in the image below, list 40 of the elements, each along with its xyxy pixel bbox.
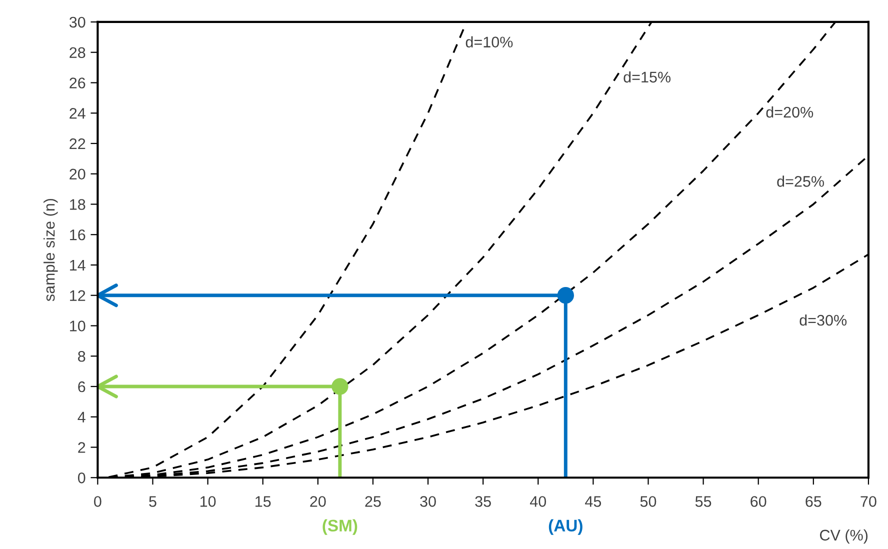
- x-tick-label: 10: [200, 496, 216, 507]
- y-tick-label: 0: [78, 472, 86, 484]
- series-label: d=10%: [466, 36, 513, 48]
- x-tick-label: 60: [750, 496, 766, 507]
- series-label: d=20%: [766, 106, 814, 118]
- y-tick-label: 12: [70, 290, 86, 301]
- y-axis-title: sample size (n): [44, 198, 58, 302]
- x-tick-label: 50: [640, 496, 656, 507]
- x-tick-label: 35: [475, 496, 491, 507]
- x-tick-label: 25: [365, 496, 381, 507]
- y-tick-label: 2: [78, 442, 86, 453]
- x-tick-label: 55: [695, 496, 712, 507]
- series-label: d=30%: [800, 314, 847, 326]
- x-tick-label: 40: [530, 496, 546, 507]
- y-tick-label: 26: [70, 78, 86, 88]
- y-tick-label: 10: [70, 320, 86, 332]
- x-tick-label: 45: [585, 496, 602, 507]
- annotation: (SM): [322, 519, 358, 535]
- x-tick-label: 0: [94, 496, 102, 507]
- x-tick-label: 20: [310, 496, 326, 507]
- y-tick-label: 28: [70, 47, 86, 58]
- y-tick-label: 20: [70, 168, 86, 180]
- annotation: (AU): [548, 519, 582, 535]
- y-tick-label: 18: [70, 199, 86, 210]
- y-tick-label: 30: [69, 16, 86, 28]
- y-tick-label: 14: [70, 260, 86, 271]
- x-tick-label: 65: [806, 496, 822, 507]
- series-label: d=15%: [624, 71, 671, 83]
- y-tick-label: 8: [78, 350, 86, 362]
- x-tick-label: 30: [420, 496, 436, 507]
- x-tick-label: 15: [256, 496, 271, 507]
- series-label: d=25%: [777, 176, 824, 187]
- y-tick-label: 16: [70, 229, 86, 240]
- x-tick-label: 5: [149, 496, 156, 507]
- x-tick-label: 70: [860, 496, 876, 507]
- x-axis-title: CV (%): [820, 529, 868, 544]
- y-tick-label: 4: [78, 412, 86, 422]
- y-tick-label: 24: [70, 108, 86, 119]
- y-tick-label: 6: [78, 381, 86, 392]
- y-tick-label: 22: [70, 138, 86, 150]
